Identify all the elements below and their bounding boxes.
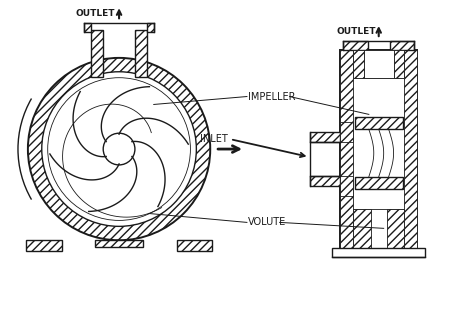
Bar	[343, 41, 368, 50]
Bar	[340, 50, 353, 248]
Bar	[355, 117, 402, 129]
Bar	[95, 240, 143, 247]
Bar	[26, 240, 62, 251]
Bar	[390, 41, 414, 50]
Bar	[353, 208, 371, 248]
Bar	[353, 50, 364, 78]
Text: VOLUTE: VOLUTE	[248, 217, 286, 227]
Text: OUTLET: OUTLET	[75, 9, 115, 18]
Text: IMPELLER: IMPELLER	[248, 91, 295, 101]
Bar	[404, 50, 418, 248]
Bar	[393, 50, 404, 78]
Bar	[340, 176, 353, 196]
Circle shape	[103, 133, 135, 165]
Bar	[147, 23, 154, 32]
Bar	[310, 132, 340, 142]
Circle shape	[28, 58, 210, 240]
Bar	[353, 50, 404, 78]
Bar	[355, 177, 402, 189]
Text: INLET: INLET	[201, 134, 228, 144]
Bar	[176, 240, 212, 251]
Text: OUTLET: OUTLET	[336, 27, 376, 36]
Bar	[353, 208, 404, 248]
Bar	[387, 208, 404, 248]
Bar	[340, 122, 353, 142]
Bar	[91, 30, 103, 77]
Bar	[364, 50, 393, 78]
Bar	[84, 23, 91, 32]
Bar	[332, 248, 425, 257]
Bar	[135, 30, 147, 77]
Bar	[340, 50, 418, 248]
Circle shape	[42, 72, 196, 226]
Bar	[310, 176, 340, 186]
